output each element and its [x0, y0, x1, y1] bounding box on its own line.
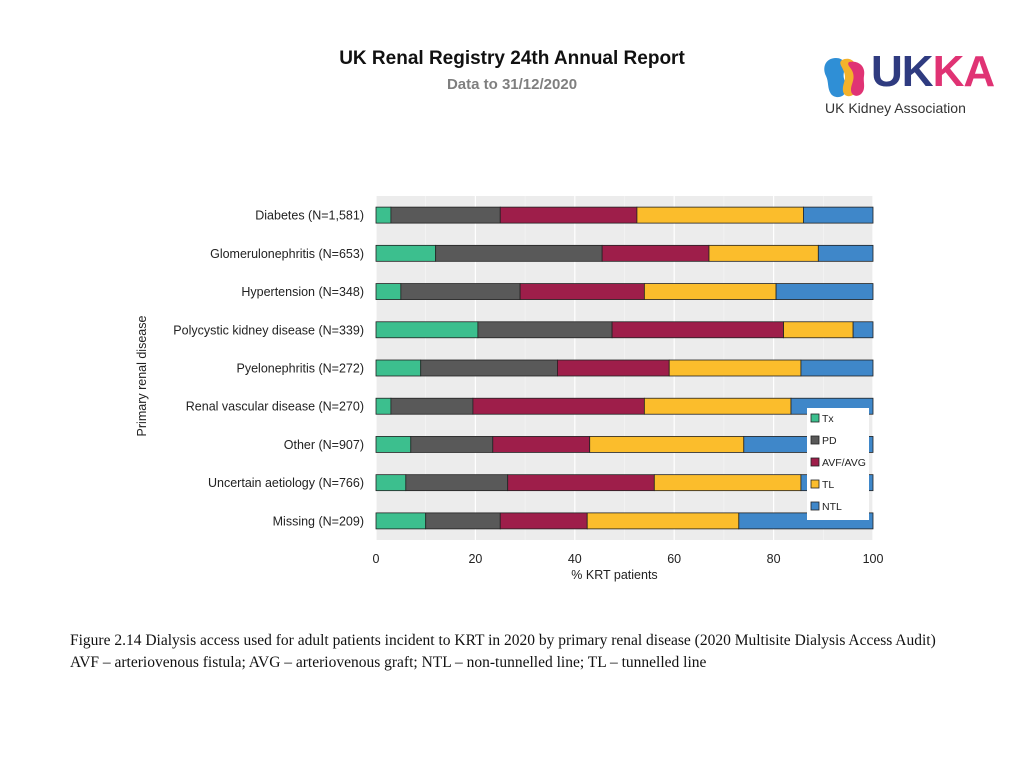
- bar-pd-7: [405, 474, 509, 492]
- bar-ntl-1: [817, 244, 874, 262]
- bar-tx-4: [375, 359, 422, 377]
- y-axis-title: Primary renal disease: [135, 316, 149, 437]
- legend-swatch-0: [810, 413, 820, 423]
- bar-tx-3: [375, 321, 479, 339]
- kidney-icon: [824, 58, 865, 98]
- category-label-2: Hypertension (N=348): [241, 285, 364, 299]
- bar-tx-5: [375, 397, 392, 415]
- bar-pd-4: [420, 359, 558, 377]
- bar-avf-avg-4: [557, 359, 670, 377]
- report-title: UK Renal Registry 24th Annual Report: [339, 48, 685, 69]
- bar-pd-5: [390, 397, 474, 415]
- bar-tl-5: [643, 397, 792, 415]
- legend-label-0: Tx: [822, 413, 834, 425]
- bar-ntl-4: [800, 359, 874, 377]
- x-axis-title: % KRT patients: [571, 568, 657, 582]
- x-tick-label-1: 20: [468, 552, 482, 566]
- caption-line-1: Figure 2.14 Dialysis access used for adu…: [70, 632, 936, 649]
- bar-tl-4: [668, 359, 802, 377]
- category-label-5: Renal vascular disease (N=270): [186, 400, 364, 414]
- bar-pd-2: [400, 283, 521, 300]
- bar-avf-avg-8: [499, 512, 588, 530]
- category-label-0: Diabetes (N=1,581): [255, 209, 364, 223]
- report-subtitle: Data to 31/12/2020: [446, 76, 578, 93]
- bar-ntl-0: [803, 206, 874, 224]
- bar-tl-8: [586, 512, 740, 530]
- logo-wordmark: UKKA: [871, 47, 995, 96]
- bar-tl-2: [643, 283, 777, 300]
- bar-tl-6: [589, 436, 745, 453]
- bar-tl-7: [653, 474, 802, 492]
- category-label-1: Glomerulonephritis (N=653): [210, 247, 364, 261]
- caption-line-2: AVF – arteriovenous fistula; AVG – arter…: [70, 654, 707, 671]
- legend-swatch-2: [810, 457, 820, 467]
- legend-swatch-4: [810, 501, 820, 511]
- bar-avf-avg-1: [601, 244, 710, 262]
- legend-label-4: NTL: [822, 501, 842, 513]
- bar-pd-8: [425, 512, 501, 530]
- bar-ntl-2: [775, 283, 874, 300]
- bar-tx-1: [375, 244, 437, 262]
- bar-ntl-3: [852, 321, 874, 339]
- logo-tagline: UK Kidney Association: [825, 100, 966, 116]
- stacked-bar-chart: Diabetes (N=1,581) Glomerulonephritis (N=…: [135, 196, 884, 582]
- bar-tx-6: [375, 436, 412, 453]
- ukka-logo: UKKA UK Kidney Association: [822, 47, 997, 120]
- category-label-6: Other (N=907): [284, 438, 364, 452]
- category-label-7: Uncertain aetiology (N=766): [208, 476, 364, 490]
- bar-tx-0: [375, 206, 392, 224]
- legend-label-2: AVF/AVG: [822, 457, 866, 469]
- bar-avf-avg-2: [519, 283, 645, 300]
- legend-label-1: PD: [822, 435, 837, 447]
- bar-tl-1: [708, 244, 819, 262]
- bar-pd-3: [477, 321, 613, 339]
- legend-swatch-1: [810, 435, 820, 445]
- category-label-3: Polycystic kidney disease (N=339): [173, 323, 364, 337]
- bar-tx-7: [375, 474, 407, 492]
- bar-avf-avg-6: [492, 436, 591, 453]
- bar-avf-avg-0: [499, 206, 638, 224]
- bar-avf-avg-3: [611, 321, 784, 339]
- bar-pd-6: [410, 436, 494, 453]
- bar-tl-3: [783, 321, 854, 339]
- category-label-8: Missing (N=209): [273, 514, 364, 528]
- legend-swatch-3: [810, 479, 820, 489]
- category-label-4: Pyelonephritis (N=272): [237, 362, 365, 376]
- x-tick-label-4: 80: [767, 552, 781, 566]
- x-tick-label-5: 100: [863, 552, 884, 566]
- legend-label-3: TL: [822, 479, 834, 491]
- bar-avf-avg-5: [472, 397, 645, 415]
- bar-tx-2: [375, 283, 402, 300]
- bar-tl-0: [636, 206, 804, 224]
- bar-pd-1: [435, 244, 603, 262]
- x-tick-label-3: 60: [667, 552, 681, 566]
- bar-tx-8: [375, 512, 427, 530]
- x-tick-label-2: 40: [568, 552, 582, 566]
- figure-caption: Figure 2.14 Dialysis access used for adu…: [70, 630, 1015, 674]
- x-tick-label-0: 0: [373, 552, 380, 566]
- bar-avf-avg-7: [507, 474, 655, 492]
- bar-pd-0: [390, 206, 501, 224]
